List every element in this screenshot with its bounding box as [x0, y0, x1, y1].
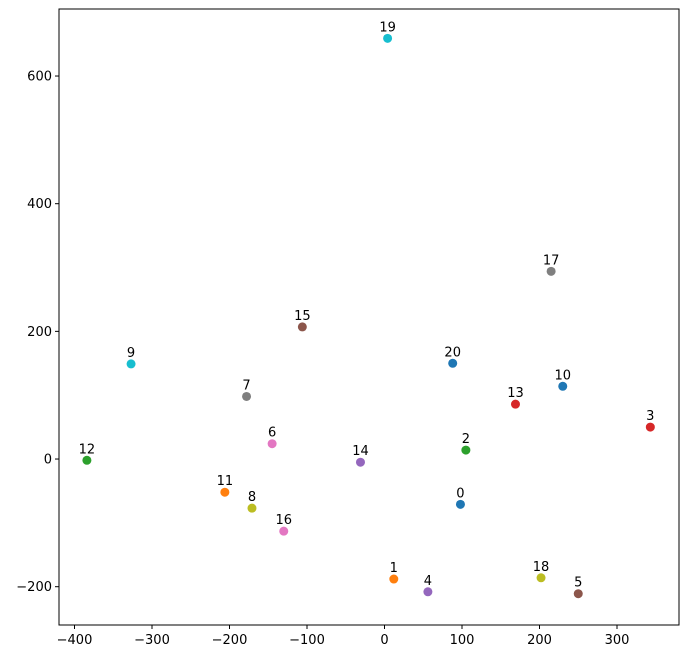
scatter-point — [126, 359, 136, 369]
data-points — [82, 33, 655, 599]
point-label: 1 — [390, 561, 398, 576]
scatter-point — [510, 399, 520, 409]
point-label: 14 — [352, 444, 369, 459]
x-tick-label: 300 — [605, 633, 630, 648]
point-label: 19 — [379, 20, 396, 35]
point-label: 5 — [574, 576, 582, 591]
scatter-point — [455, 499, 465, 509]
y-tick-label: 0 — [44, 453, 52, 468]
y-tick-label: 600 — [27, 70, 52, 85]
point-label: 15 — [294, 309, 311, 324]
y-tick-label: −200 — [16, 580, 52, 595]
scatter-point — [423, 587, 433, 597]
point-label: 9 — [127, 346, 135, 361]
x-tick-label: 100 — [450, 633, 475, 648]
point-label: 4 — [424, 574, 432, 589]
point-label: 16 — [275, 513, 292, 528]
x-tick-label: 0 — [380, 633, 388, 648]
scatter-point — [389, 574, 399, 584]
scatter-point — [355, 457, 365, 467]
x-tick-label: −100 — [289, 633, 325, 648]
point-label: 2 — [462, 432, 470, 447]
scatter-point — [448, 358, 458, 368]
point-label: 17 — [543, 253, 560, 268]
scatter-point — [220, 487, 230, 497]
point-label: 20 — [444, 345, 461, 360]
point-label: 6 — [268, 426, 276, 441]
y-axis-ticks: −200 0 200 400 600 — [16, 70, 59, 595]
scatter-point — [536, 573, 546, 583]
point-label: 11 — [217, 474, 234, 489]
plot-area-frame — [58, 8, 680, 626]
x-tick-label: −300 — [134, 633, 170, 648]
scatter-point — [297, 322, 307, 332]
point-label: 8 — [248, 490, 256, 505]
scatter-point — [558, 381, 568, 391]
x-tick-label: −400 — [57, 633, 93, 648]
scatter-point — [645, 422, 655, 432]
scatter-point — [267, 439, 277, 449]
scatter-point — [546, 266, 556, 276]
y-tick-label: 200 — [27, 325, 52, 340]
scatter-point — [383, 33, 393, 43]
scatter-point — [242, 391, 252, 401]
point-label: 10 — [554, 368, 571, 383]
scatter-point — [82, 455, 92, 465]
scatter-point — [461, 445, 471, 455]
x-axis-ticks: −400 −300 −200 −100 0 100 200 300 — [57, 625, 630, 648]
point-label: 12 — [79, 442, 96, 457]
point-label: 0 — [456, 486, 464, 501]
point-label: 18 — [533, 560, 550, 575]
scatter-point — [573, 589, 583, 599]
x-tick-label: −200 — [212, 633, 248, 648]
x-tick-label: 200 — [527, 633, 552, 648]
point-label: 7 — [242, 378, 250, 393]
scatter-point — [247, 503, 257, 513]
y-tick-label: 400 — [27, 197, 52, 212]
scatter-point — [279, 526, 289, 536]
point-label: 3 — [646, 409, 654, 424]
point-label: 13 — [507, 386, 524, 401]
